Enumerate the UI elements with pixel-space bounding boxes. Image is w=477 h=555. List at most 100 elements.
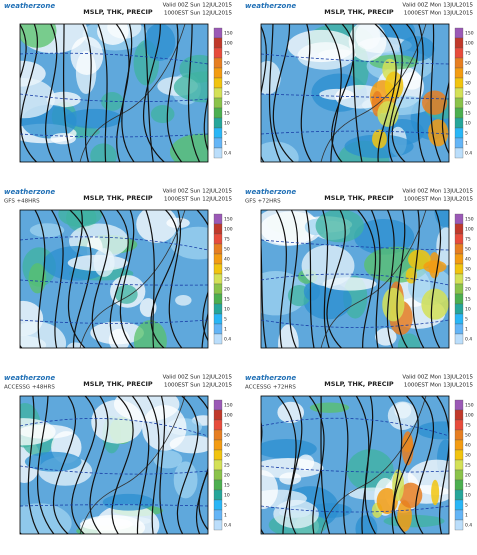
precip-area [169, 133, 208, 162]
colorbar-segment [213, 449, 223, 461]
colorbar-segment [213, 107, 223, 119]
colorbar-label: 20 [224, 473, 230, 479]
heavy-precip [382, 287, 405, 322]
logo: weatherzone [245, 188, 296, 196]
isobar [27, 396, 40, 534]
colorbar-segment [454, 429, 464, 441]
colorbar-segment [454, 509, 464, 521]
colorbar-segment [213, 213, 223, 225]
colorbar-segment [454, 333, 464, 345]
isobar [412, 210, 425, 348]
colorbar-label: 10 [224, 493, 230, 499]
colorbar-label: 0.4 [224, 337, 231, 343]
colorbar-segment [213, 147, 223, 159]
colorbar-label: 10 [465, 307, 471, 313]
colorbar-segment [454, 273, 464, 285]
isobar [272, 24, 295, 162]
colorbar-label: 75 [465, 237, 471, 243]
isobar [196, 396, 208, 534]
precip-area [102, 493, 155, 511]
thickness-line [261, 273, 449, 286]
model-run: ACCESSG +48HRS [4, 385, 55, 391]
isobar [430, 24, 442, 162]
isobar [187, 24, 201, 162]
colorbar-segment [454, 223, 464, 235]
precip-area [309, 402, 350, 413]
local-time: 1000EST Sun 12JUL2015 [164, 11, 232, 17]
local-time: 1000EST Mon 13JUL2015 [404, 11, 474, 17]
precip-area [375, 328, 397, 346]
precip-area [397, 333, 421, 348]
colorbar-label: 25 [465, 91, 471, 97]
colorbar-segment [454, 97, 464, 109]
colorbar-segment [213, 253, 223, 265]
map-title: MSLP, THK, PRECIP [83, 194, 153, 202]
isobar [364, 396, 377, 534]
colorbar-label: 1 [224, 327, 227, 333]
colorbar-segment [213, 429, 223, 441]
colorbar-segment [213, 67, 223, 79]
colorbar-segment [454, 439, 464, 451]
map-title: MSLP, THK, PRECIP [83, 380, 153, 388]
colorbar-segment [454, 37, 464, 49]
isobar [176, 396, 199, 534]
precip-area [50, 132, 76, 145]
colorbar-label: 15 [465, 483, 471, 489]
precip-area [287, 29, 356, 63]
isobar [396, 210, 409, 348]
isobar [415, 396, 435, 534]
colorbar-segment [454, 409, 464, 421]
colorbar-label: 25 [465, 463, 471, 469]
isobar [68, 210, 92, 348]
colorbar-segment [213, 283, 223, 295]
local-time: 1000EST Mon 13JUL2015 [404, 197, 474, 203]
heavy-precip [421, 90, 448, 115]
valid-time: Valid 00Z Sun 12JUL2015 [163, 189, 233, 195]
logo: weatherzone [245, 374, 296, 382]
precip-area [273, 499, 319, 529]
isobar [417, 24, 426, 162]
isobar [89, 396, 109, 534]
precip-area [90, 143, 117, 162]
precip-area [434, 210, 449, 228]
colorbar-label: 20 [465, 287, 471, 293]
precip-area [315, 210, 364, 243]
colorbar-segment [454, 479, 464, 491]
colorbar-label: 15 [465, 111, 471, 117]
colorbar-segment [213, 323, 223, 335]
colorbar-segment [454, 87, 464, 99]
logo: weatherzone [4, 2, 55, 10]
precip-area [29, 223, 65, 238]
logo: weatherzone [4, 374, 55, 382]
isobar [145, 210, 155, 348]
map-panel: weatherzone MSLP, THK, PRECIP Valid 00Z Su… [0, 0, 236, 183]
map-area [20, 396, 208, 534]
colorbar-segment [454, 489, 464, 501]
map-title: MSLP, THK, PRECIP [324, 8, 394, 16]
colorbar-label: 150 [465, 403, 474, 409]
map-panel: weatherzone GFS +72HRS MSLP, THK, PRECIP Va… [241, 186, 477, 369]
precip-area [20, 77, 56, 119]
precip-area [261, 439, 317, 459]
isobar [435, 396, 449, 534]
colorbar-segment [213, 509, 223, 521]
colorbar-label: 25 [224, 277, 230, 283]
precip-area [97, 24, 129, 45]
colorbar-segment [454, 519, 464, 531]
colorbar-segment [213, 97, 223, 109]
model-run: ACCESSG +72HRS [245, 385, 296, 391]
colorbar-label: 0.4 [224, 151, 231, 157]
local-time: 1000EST Mon 13JUL2015 [404, 383, 474, 389]
colorbar-label: 75 [465, 423, 471, 429]
isobar [195, 210, 208, 348]
colorbar-label: 1 [224, 141, 227, 147]
colorbar-segment [454, 77, 464, 89]
coastline [79, 210, 186, 348]
thickness-line [20, 52, 208, 65]
isobar [97, 24, 108, 162]
isobar [142, 24, 166, 162]
colorbar-label: 30 [465, 453, 471, 459]
isobar [168, 210, 183, 348]
thickness-line [261, 93, 449, 100]
colorbar-label: 20 [465, 101, 471, 107]
